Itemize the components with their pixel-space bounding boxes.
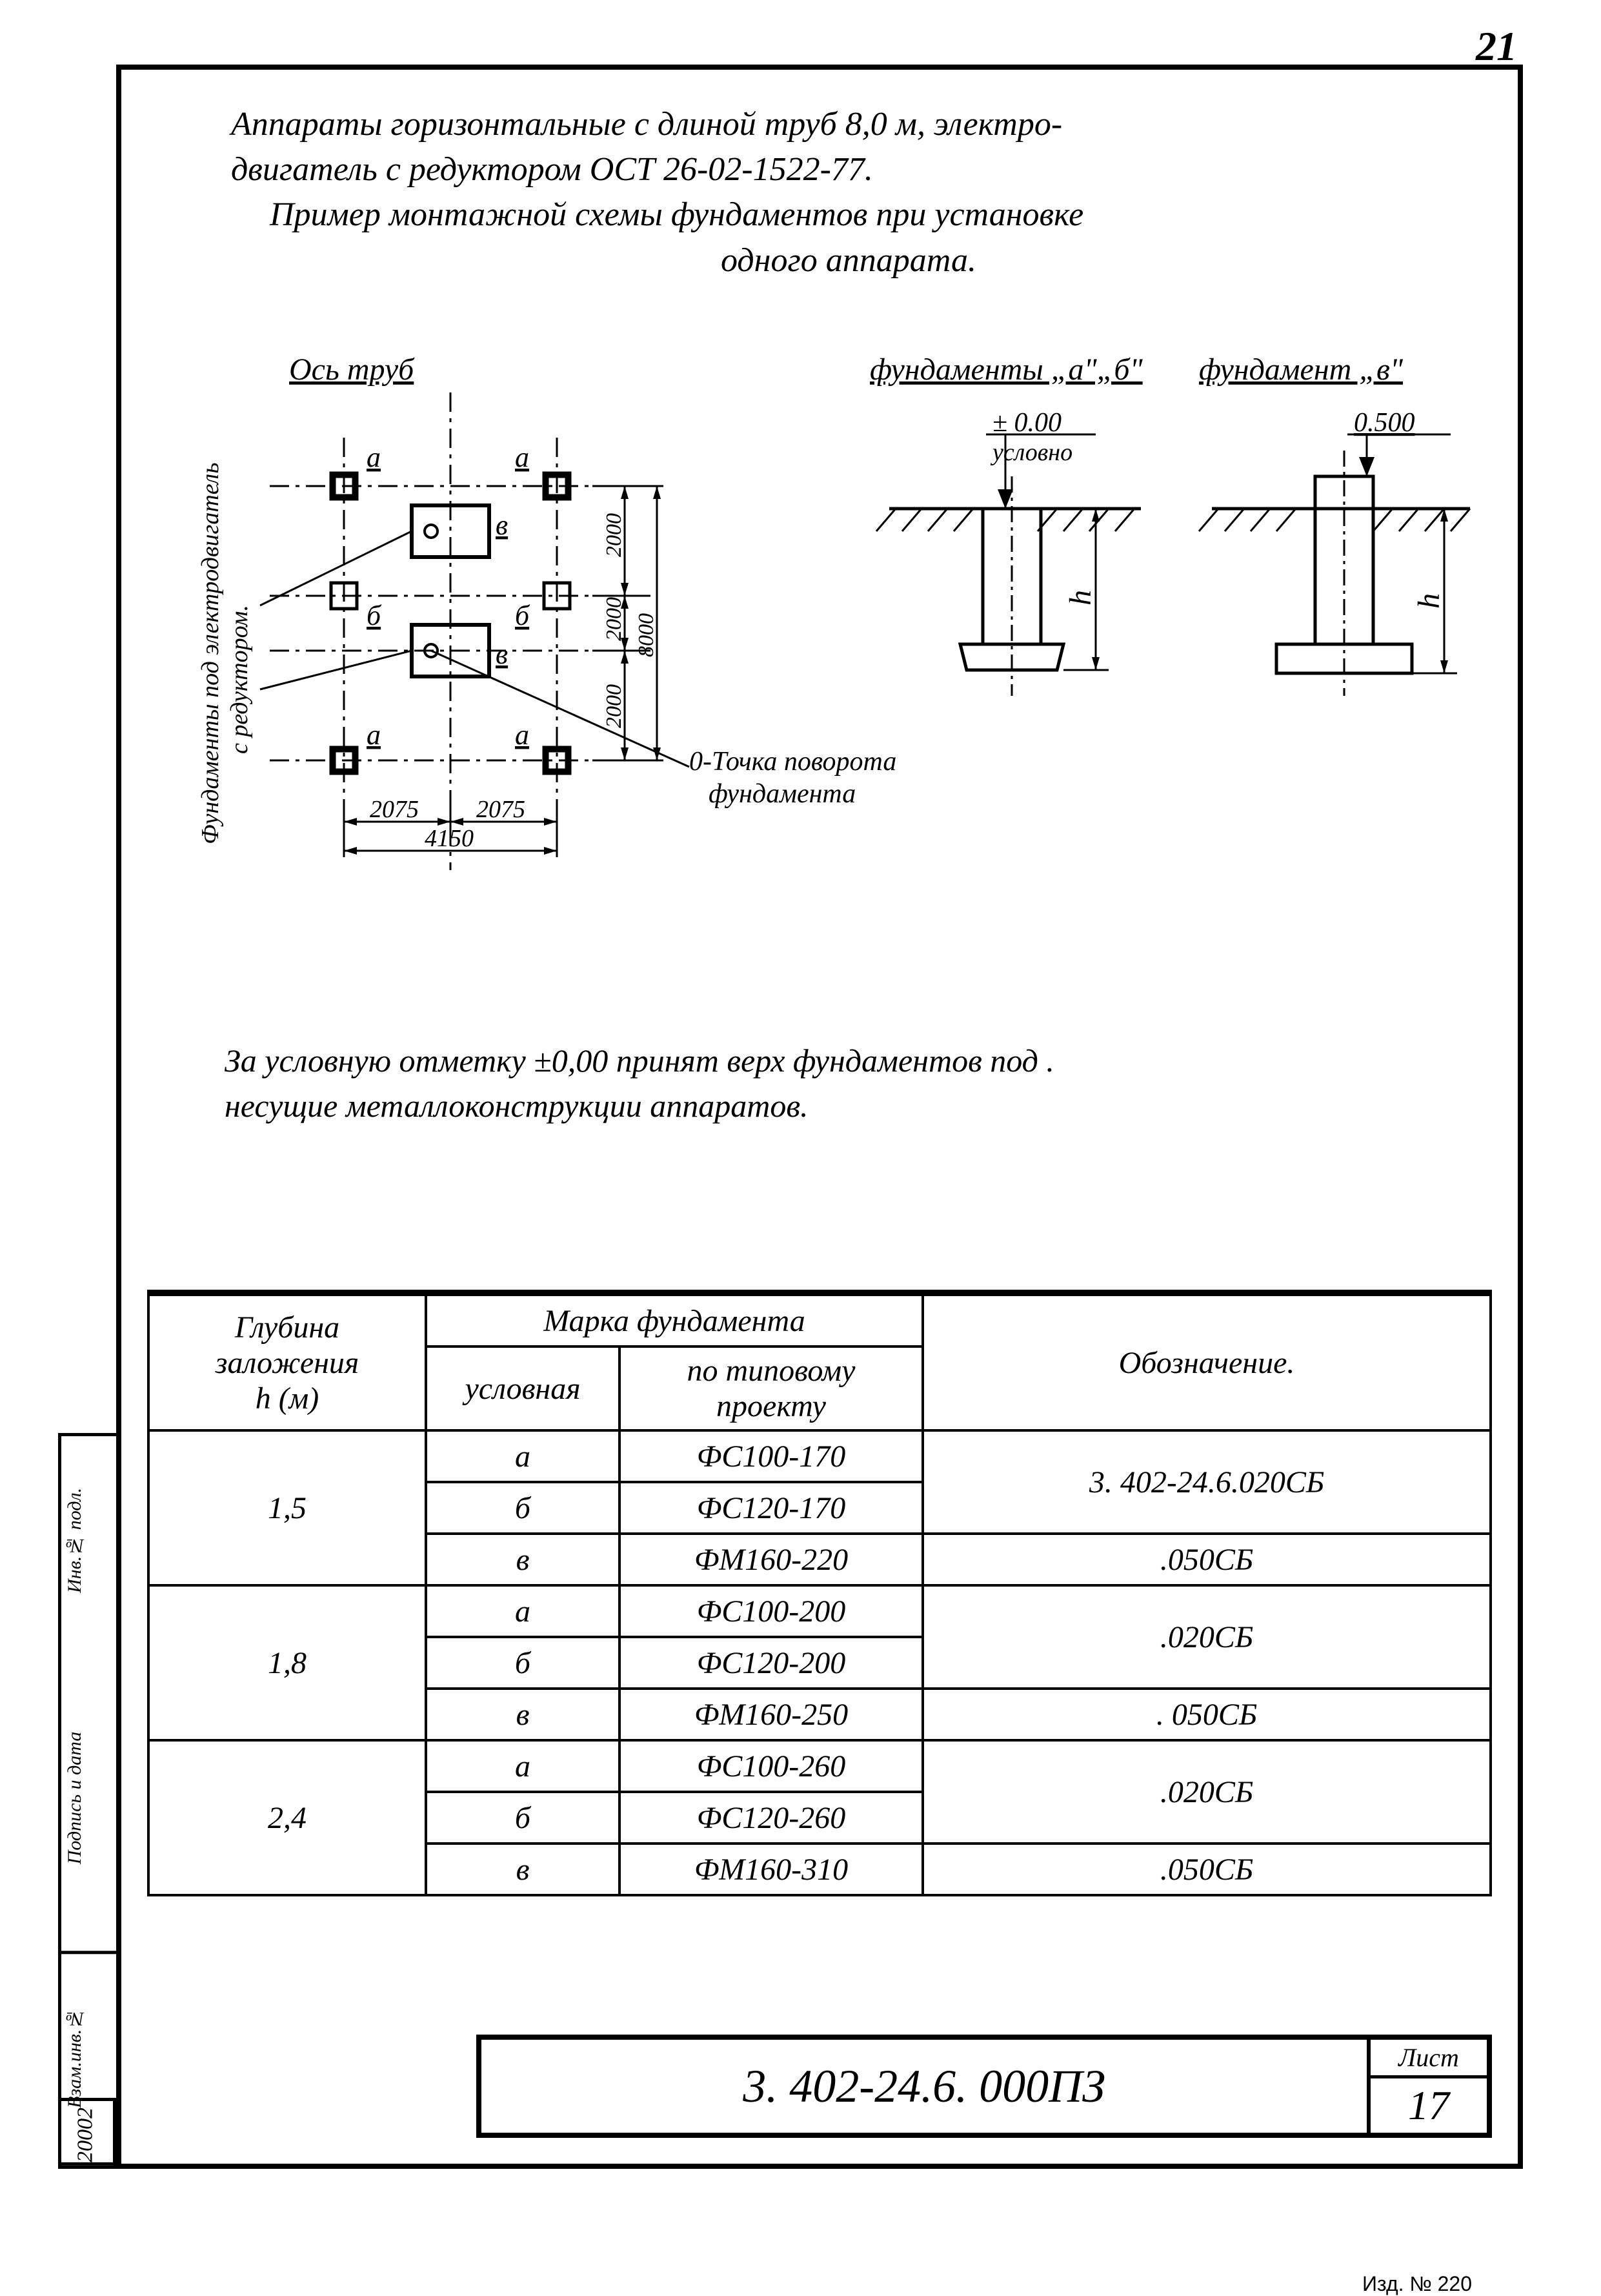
proj-cell: ФС100-260 xyxy=(619,1740,923,1792)
th-depth: Глубиназаложенияh (м) xyxy=(148,1295,426,1430)
cond-cell: а xyxy=(426,1430,619,1482)
mark-v1: в xyxy=(496,509,508,541)
depth-cell: 2,4 xyxy=(148,1740,426,1895)
cond-cell: б xyxy=(426,1482,619,1534)
proj-cell: ФС120-200 xyxy=(619,1637,923,1689)
pivot-note-2: фундамента xyxy=(709,779,856,809)
sheet-label: Лист xyxy=(1371,2040,1487,2078)
cond-cell: а xyxy=(426,1740,619,1792)
proj-cell: ФМ160-220 xyxy=(619,1534,923,1585)
plan-vert-label-2: с редуктором. xyxy=(226,605,253,754)
desig-cell: .050СБ xyxy=(923,1534,1491,1585)
dim-4150: 4150 xyxy=(425,825,474,852)
proj-cell: ФС100-200 xyxy=(619,1585,923,1637)
cond-cell: б xyxy=(426,1637,619,1689)
proj-cell: ФС120-260 xyxy=(619,1792,923,1844)
footer-note: Изд. № 220 xyxy=(1362,2272,1472,2296)
foundation-table: Глубиназаложенияh (м) Марка фундамента О… xyxy=(147,1290,1492,1896)
drawing-frame: Аппараты горизонтальные с длиной труб 8,… xyxy=(116,65,1523,2169)
stamp-inv-number: 20002 xyxy=(58,2098,116,2169)
dim-2000-2: 2000 xyxy=(602,597,626,641)
elev-v: 0.500 xyxy=(1354,408,1415,438)
cond-cell: в xyxy=(426,1689,619,1740)
drawing-number: 3. 402-24.6. 000ПЗ xyxy=(481,2040,1371,2133)
cond-cell: в xyxy=(426,1534,619,1585)
mark-a4: а xyxy=(515,719,529,751)
desig-cell: .020СБ xyxy=(923,1740,1491,1844)
note-text: За условную отметку ±0,00 принят верх фу… xyxy=(225,1038,1440,1128)
plan-vert-label-1: Фундаменты под электродвигатель xyxy=(197,462,224,844)
note-line2: несущие металлоконструкции аппаратов. xyxy=(225,1088,809,1124)
desig-cell: .020СБ xyxy=(923,1585,1491,1689)
cond-cell: б xyxy=(426,1792,619,1844)
section-ab-title: фундаменты „а"„б" xyxy=(870,352,1143,387)
mark-b2: б xyxy=(515,600,530,631)
depth-cell: 1,5 xyxy=(148,1430,426,1585)
th-mark-group: Марка фундамента xyxy=(426,1295,923,1346)
desig-cell: .050СБ xyxy=(923,1844,1491,1895)
stamp-cell-2: Подпись и дата xyxy=(61,1645,116,1954)
pivot-note-1: 0-Точка поворота xyxy=(689,747,896,777)
desig-cell: . 050СБ xyxy=(923,1689,1491,1740)
mark-a1: а xyxy=(367,442,381,473)
mark-v2: в xyxy=(496,638,508,670)
sheet-number: 17 xyxy=(1371,2078,1487,2133)
section-v-title: фундамент „в" xyxy=(1199,352,1404,387)
desig-cell: 3. 402-24.6.020СБ xyxy=(923,1430,1491,1534)
proj-cell: ФС120-170 xyxy=(619,1482,923,1534)
cond-cell: а xyxy=(426,1585,619,1637)
foundation-diagram: Ось труб Фундаменты под электродвигатель… xyxy=(173,341,1489,986)
note-line1: За условную отметку ±0,00 принят верх фу… xyxy=(225,1042,1054,1079)
th-proj: по типовомупроекту xyxy=(619,1346,923,1430)
plan-axis-label: Ось труб xyxy=(289,352,415,387)
dim-8000: 8000 xyxy=(634,613,658,657)
h-label-ab: h xyxy=(1063,590,1098,605)
proj-cell: ФМ160-310 xyxy=(619,1844,923,1895)
cond-cell: в xyxy=(426,1844,619,1895)
elev-cond: условно xyxy=(990,439,1072,466)
header-line1: Аппараты горизонтальные с длиной труб 8,… xyxy=(231,106,1062,143)
elev-zero: ± 0.00 xyxy=(992,408,1062,438)
header-line2: двигатель с редуктором ОСТ 26-02-1522-77… xyxy=(231,151,873,188)
depth-cell: 1,8 xyxy=(148,1585,426,1740)
dim-2075-l: 2075 xyxy=(370,796,419,823)
proj-cell: ФМ160-250 xyxy=(619,1689,923,1740)
header-text: Аппараты горизонтальные с длиной труб 8,… xyxy=(231,102,1466,283)
th-desig: Обозначение. xyxy=(923,1295,1491,1430)
header-line4: одного аппарата. xyxy=(231,238,1466,283)
dim-2075-r: 2075 xyxy=(476,796,525,823)
side-stamp: Инв.№ подл. Подпись и дата Взам.инв.№ xyxy=(58,1433,116,2169)
dim-2000-3: 2000 xyxy=(602,684,626,728)
mark-b1: б xyxy=(367,600,382,631)
stamp-cell-3: Инв.№ подл. xyxy=(61,1436,116,1645)
title-block: 3. 402-24.6. 000ПЗ Лист 17 xyxy=(476,2035,1492,2138)
th-cond: условная xyxy=(426,1346,619,1430)
dim-2000-1: 2000 xyxy=(602,513,626,557)
page-number-top: 21 xyxy=(1476,23,1517,70)
proj-cell: ФС100-170 xyxy=(619,1430,923,1482)
header-line3: Пример монтажной схемы фундаментов при у… xyxy=(231,196,1083,233)
mark-a2: а xyxy=(515,442,529,473)
mark-a3: а xyxy=(367,719,381,751)
h-label-v: h xyxy=(1412,593,1446,609)
